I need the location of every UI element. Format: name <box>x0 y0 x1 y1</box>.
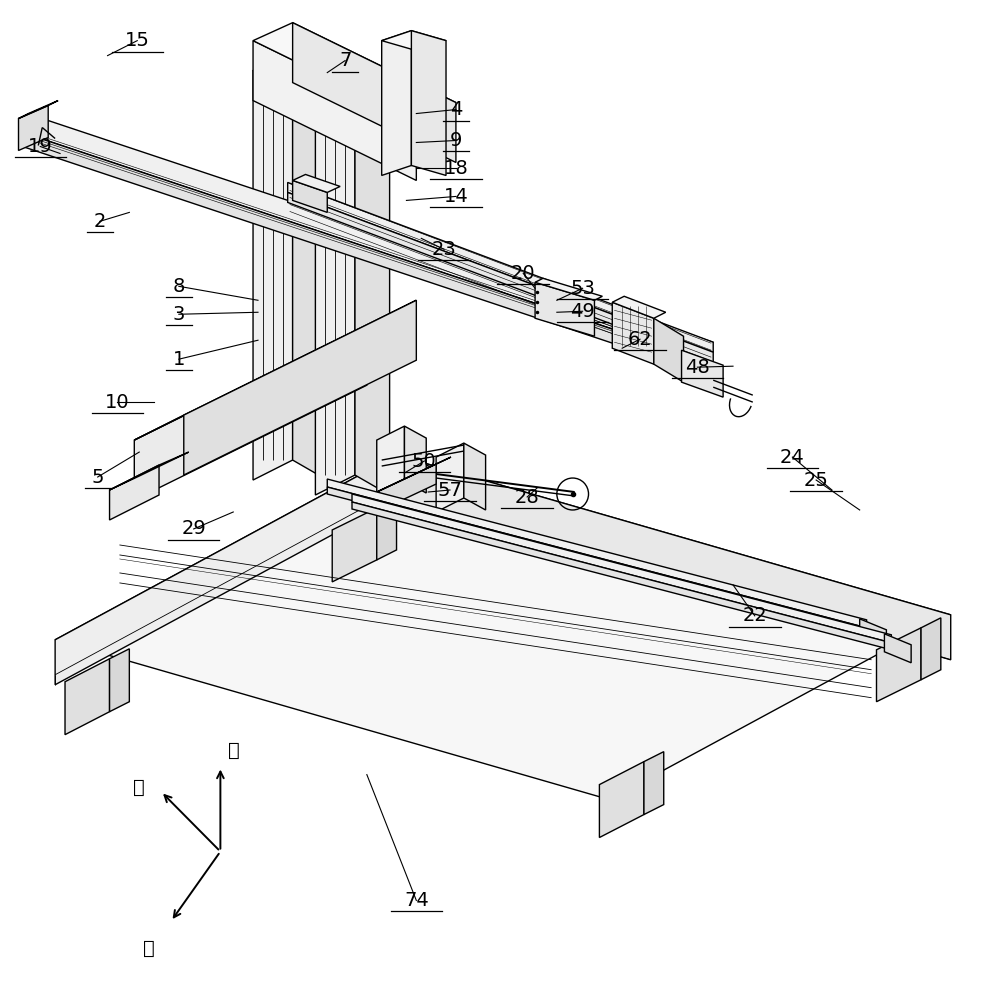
Text: 48: 48 <box>685 358 710 377</box>
Polygon shape <box>382 31 446 51</box>
Text: 2: 2 <box>93 212 106 231</box>
Text: 57: 57 <box>438 481 463 500</box>
Text: 23: 23 <box>432 240 457 259</box>
Text: 62: 62 <box>627 330 652 349</box>
Polygon shape <box>55 455 396 685</box>
Polygon shape <box>110 465 159 520</box>
Text: 50: 50 <box>412 452 437 471</box>
Text: 上: 上 <box>228 741 240 760</box>
Text: 25: 25 <box>804 471 828 490</box>
Polygon shape <box>644 752 664 815</box>
Polygon shape <box>377 464 436 512</box>
Text: 15: 15 <box>125 31 150 50</box>
Polygon shape <box>315 71 355 495</box>
Polygon shape <box>19 106 49 150</box>
Text: 9: 9 <box>450 131 462 150</box>
Polygon shape <box>396 455 950 660</box>
Text: 49: 49 <box>570 302 595 321</box>
Text: 7: 7 <box>339 51 351 70</box>
Polygon shape <box>253 51 327 91</box>
Polygon shape <box>377 457 451 492</box>
Polygon shape <box>600 762 644 838</box>
Text: 4: 4 <box>450 100 462 119</box>
Text: 53: 53 <box>570 279 595 298</box>
Text: 74: 74 <box>404 891 429 910</box>
Polygon shape <box>612 302 654 364</box>
Polygon shape <box>292 51 327 480</box>
Text: 3: 3 <box>172 305 185 324</box>
Polygon shape <box>859 619 886 648</box>
Polygon shape <box>110 649 130 712</box>
Polygon shape <box>612 296 666 318</box>
Text: 左: 左 <box>134 778 145 797</box>
Polygon shape <box>253 51 292 480</box>
Polygon shape <box>292 23 456 162</box>
Polygon shape <box>292 180 327 212</box>
Polygon shape <box>377 498 396 560</box>
Polygon shape <box>876 628 921 702</box>
Polygon shape <box>884 634 911 663</box>
Polygon shape <box>377 426 404 495</box>
Polygon shape <box>332 508 377 582</box>
Polygon shape <box>327 487 866 635</box>
Polygon shape <box>23 121 714 354</box>
Polygon shape <box>110 452 188 490</box>
Text: 28: 28 <box>514 488 539 507</box>
Polygon shape <box>411 31 446 175</box>
Polygon shape <box>287 192 714 362</box>
Polygon shape <box>436 443 464 512</box>
Polygon shape <box>352 502 891 650</box>
Polygon shape <box>464 443 486 510</box>
Text: 29: 29 <box>181 519 206 538</box>
Text: 20: 20 <box>511 264 535 283</box>
Text: 18: 18 <box>444 159 469 178</box>
Text: 5: 5 <box>91 468 104 487</box>
Polygon shape <box>355 71 389 495</box>
Polygon shape <box>404 426 426 493</box>
Polygon shape <box>183 300 416 475</box>
Polygon shape <box>292 174 340 192</box>
Polygon shape <box>327 479 866 628</box>
Polygon shape <box>921 618 940 680</box>
Text: 22: 22 <box>742 606 767 625</box>
Polygon shape <box>135 300 416 440</box>
Polygon shape <box>682 350 723 397</box>
Polygon shape <box>287 182 714 352</box>
Text: 1: 1 <box>172 350 185 369</box>
Text: 19: 19 <box>28 137 53 156</box>
Polygon shape <box>65 659 110 735</box>
Text: 8: 8 <box>172 277 185 296</box>
Polygon shape <box>352 494 891 643</box>
Text: 24: 24 <box>780 448 805 467</box>
Polygon shape <box>55 455 950 800</box>
Polygon shape <box>253 41 416 180</box>
Polygon shape <box>135 325 367 500</box>
Polygon shape <box>654 318 684 382</box>
Polygon shape <box>19 101 58 119</box>
Polygon shape <box>535 282 595 336</box>
Text: 10: 10 <box>105 393 130 412</box>
Polygon shape <box>315 71 389 111</box>
Polygon shape <box>253 23 456 121</box>
Polygon shape <box>23 133 688 368</box>
Polygon shape <box>382 31 411 175</box>
Polygon shape <box>535 278 603 300</box>
Text: 前: 前 <box>144 939 155 958</box>
Text: 14: 14 <box>444 187 469 206</box>
